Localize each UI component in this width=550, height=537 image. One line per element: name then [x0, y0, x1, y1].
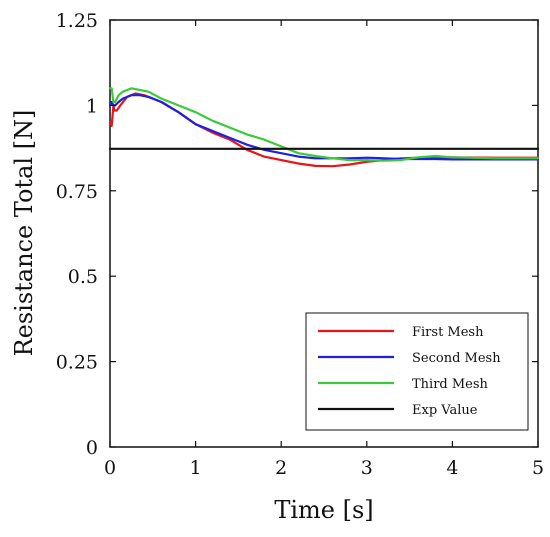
y-tick-label: 0 [86, 437, 98, 459]
x-tick-label: 2 [275, 457, 287, 479]
y-tick-label: 0.25 [56, 352, 98, 374]
legend-label-second-mesh: Second Mesh [412, 351, 501, 366]
x-tick-label: 3 [361, 457, 373, 479]
y-tick-label: 1.25 [56, 10, 98, 32]
x-tick-label: 5 [532, 457, 544, 479]
y-axis: 0 0.25 0.5 0.75 1 1.25 [56, 10, 538, 459]
y-axis-label: Resistance Total [N] [10, 110, 38, 357]
x-tick-label: 4 [446, 457, 458, 479]
legend-label-third-mesh: Third Mesh [412, 377, 489, 392]
legend-box [305, 312, 529, 431]
x-axis-label: Time [s] [274, 496, 373, 524]
y-tick-label: 0.75 [56, 181, 98, 203]
y-tick-label: 0.5 [68, 266, 98, 288]
y-tick-label: 1 [86, 95, 98, 117]
x-tick-label: 1 [190, 457, 202, 479]
x-tick-label: 0 [104, 457, 116, 479]
series-line-third-mesh [108, 87, 540, 162]
legend: First Mesh Second Mesh Third Mesh Exp Value [305, 312, 529, 431]
legend-label-exp-value: Exp Value [412, 403, 478, 418]
x-axis: 0 1 2 3 4 5 [104, 20, 544, 479]
legend-label-first-mesh: First Mesh [412, 325, 484, 340]
series-layer [108, 87, 540, 168]
